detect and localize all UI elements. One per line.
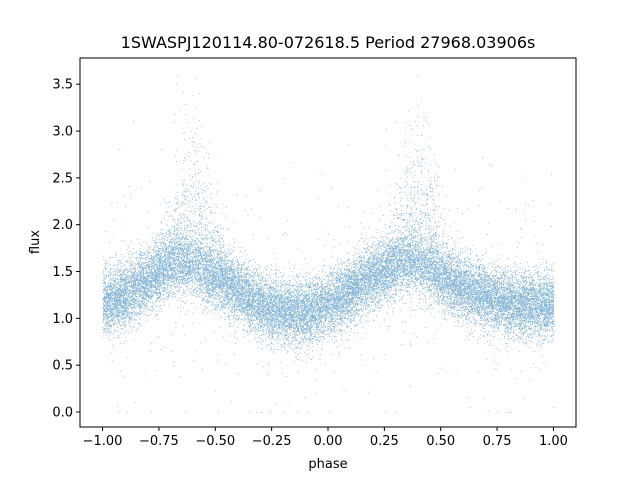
y-tick-label: 2.0 <box>52 218 73 233</box>
x-tick-label: 0.00 <box>314 434 343 449</box>
y-tick-label: 3.0 <box>52 125 73 140</box>
y-tick-label: 0.5 <box>52 359 73 374</box>
x-tick-label: 1.00 <box>539 434 568 449</box>
x-tick-label: −0.50 <box>195 434 235 449</box>
y-axis-label: flux <box>28 230 43 254</box>
y-tick-label: 0.0 <box>52 406 73 421</box>
x-tick-label: 0.50 <box>426 434 455 449</box>
y-tick-label: 1.5 <box>52 265 73 280</box>
x-tick-label: −1.00 <box>83 434 123 449</box>
y-tick-label: 3.5 <box>52 78 73 93</box>
x-axis-ticks: −1.00 −0.75 −0.50 −0.25 0.00 0.25 0.50 0.75 1.00 <box>83 427 568 449</box>
y-axis-ticks: 0.0 0.5 1.0 1.5 2.0 2.5 3.0 3.5 <box>52 78 80 421</box>
x-tick-label: 0.25 <box>370 434 399 449</box>
x-tick-label: 0.75 <box>483 434 512 449</box>
chart-title: 1SWASPJ120114.80-072618.5 Period 27968.0… <box>121 33 536 52</box>
y-tick-label: 1.0 <box>52 312 73 327</box>
x-tick-label: −0.25 <box>252 434 292 449</box>
x-tick-label: −0.75 <box>139 434 179 449</box>
y-tick-label: 2.5 <box>52 171 73 186</box>
x-axis-label: phase <box>308 457 347 472</box>
